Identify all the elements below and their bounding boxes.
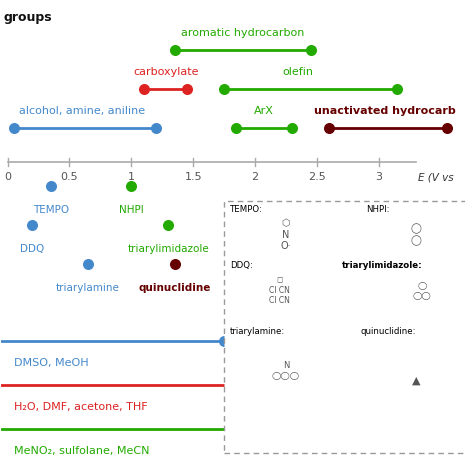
Point xyxy=(128,182,135,190)
Point xyxy=(152,124,160,131)
Text: triarylimidazole:: triarylimidazole: xyxy=(342,261,422,270)
Text: 2: 2 xyxy=(252,173,259,182)
Text: carboxylate: carboxylate xyxy=(133,67,199,77)
Point xyxy=(400,425,407,433)
Text: H₂O, DMF, acetone, THF: H₂O, DMF, acetone, THF xyxy=(14,402,147,412)
Point xyxy=(47,182,55,190)
Text: triarylamine: triarylamine xyxy=(56,283,120,293)
Text: triarylimidazole: triarylimidazole xyxy=(128,244,210,254)
Text: 2.5: 2.5 xyxy=(308,173,326,182)
Text: DDQ: DDQ xyxy=(20,244,45,254)
Point xyxy=(171,260,178,267)
Text: DDQ:: DDQ: xyxy=(230,261,253,270)
Point xyxy=(28,221,36,228)
Text: olefin: olefin xyxy=(283,67,314,77)
Point xyxy=(233,124,240,131)
Point xyxy=(393,85,401,92)
Point xyxy=(307,46,315,54)
Text: aromatic hydrocarbon: aromatic hydrocarbon xyxy=(181,28,304,38)
Text: 1.5: 1.5 xyxy=(184,173,202,182)
Text: triarylamine:: triarylamine: xyxy=(230,327,285,336)
Text: E (V vs: E (V vs xyxy=(419,173,454,182)
Text: ArX: ArX xyxy=(254,106,273,116)
Point xyxy=(301,382,309,389)
Point xyxy=(164,221,172,228)
Point xyxy=(10,124,18,131)
Text: TEMPO:: TEMPO: xyxy=(230,205,263,214)
Point xyxy=(140,85,147,92)
Point xyxy=(171,46,178,54)
Text: ◯
◯◯: ◯ ◯◯ xyxy=(413,281,431,300)
Text: ◻
Cl CN
Cl CN: ◻ Cl CN Cl CN xyxy=(269,275,290,305)
Point xyxy=(183,85,191,92)
Text: groups: groups xyxy=(4,11,53,24)
Point xyxy=(84,260,92,267)
Text: ▲: ▲ xyxy=(411,375,420,385)
Text: alcohol, amine, aniline: alcohol, amine, aniline xyxy=(19,106,145,116)
Text: N
◯◯◯: N ◯◯◯ xyxy=(272,361,300,380)
Text: quinuclidine:: quinuclidine: xyxy=(360,327,416,336)
Text: NHPI:: NHPI: xyxy=(366,205,390,214)
Text: 0: 0 xyxy=(4,173,11,182)
Text: 3: 3 xyxy=(375,173,383,182)
Text: 1: 1 xyxy=(128,173,135,182)
Text: 0.5: 0.5 xyxy=(61,173,78,182)
Point xyxy=(288,124,296,131)
Text: DMSO, MeOH: DMSO, MeOH xyxy=(14,358,88,368)
Point xyxy=(326,124,333,131)
Point xyxy=(220,85,228,92)
Text: TEMPO: TEMPO xyxy=(33,205,69,215)
Text: ◯
◯: ◯ ◯ xyxy=(410,223,421,246)
Text: unactivated hydrocarb: unactivated hydrocarb xyxy=(314,106,456,116)
Text: quinuclidine: quinuclidine xyxy=(138,283,211,293)
FancyBboxPatch shape xyxy=(224,201,472,453)
Text: NHPI: NHPI xyxy=(119,205,144,215)
Text: ⬡
N
O·: ⬡ N O· xyxy=(281,218,292,251)
Point xyxy=(443,124,451,131)
Point xyxy=(220,337,228,345)
Text: MeNO₂, sulfolane, MeCN: MeNO₂, sulfolane, MeCN xyxy=(14,446,149,456)
